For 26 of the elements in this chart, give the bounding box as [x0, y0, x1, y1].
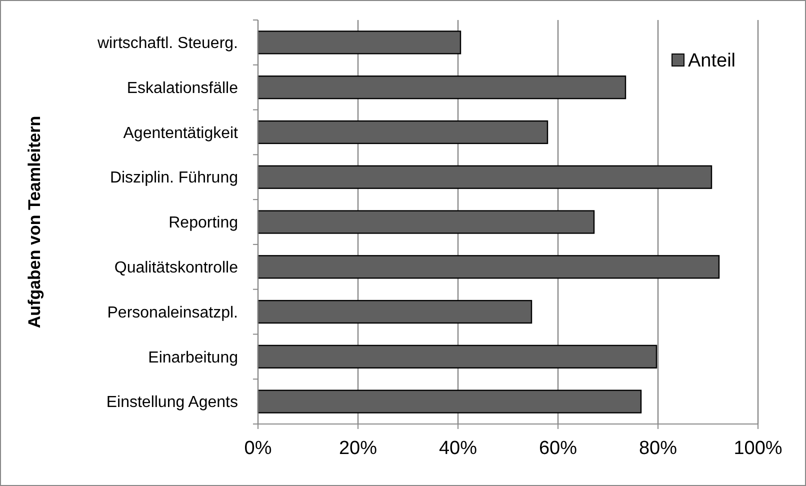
y-tick-label: Eskalationsfälle	[126, 80, 238, 97]
x-tick-label: 100%	[734, 438, 782, 459]
y-tick-label: Einarbeitung	[148, 349, 238, 366]
x-tick-label: 40%	[438, 438, 478, 459]
bar	[257, 120, 548, 144]
x-tick-label: 60%	[538, 438, 578, 459]
y-tick-label: wirtschaftl. Steuerg.	[96, 35, 238, 52]
bar	[257, 165, 712, 189]
x-tick-label: 20%	[338, 438, 378, 459]
y-tick-label: Reporting	[168, 214, 238, 232]
bar	[257, 390, 642, 414]
y-tick-label: Agententätigkeit	[123, 124, 239, 142]
y-tick-label: Disziplin. Führung	[110, 170, 238, 187]
bar	[257, 344, 658, 368]
x-tick-label: 0%	[244, 438, 272, 459]
bar	[257, 210, 595, 234]
bar	[257, 255, 720, 279]
bar	[257, 30, 462, 54]
x-tick-label: 80%	[638, 438, 678, 459]
y-axis-title: Aufgaben von Teamleitern	[25, 116, 44, 328]
legend-label: Anteil	[688, 50, 736, 72]
bar	[257, 76, 626, 100]
bar	[257, 300, 532, 324]
y-tick-label: Personaleinsatzpl.	[107, 304, 238, 322]
y-tick-label: Qualitätskontrolle	[114, 259, 238, 276]
y-tick-label: Einstellung Agents	[106, 394, 238, 412]
